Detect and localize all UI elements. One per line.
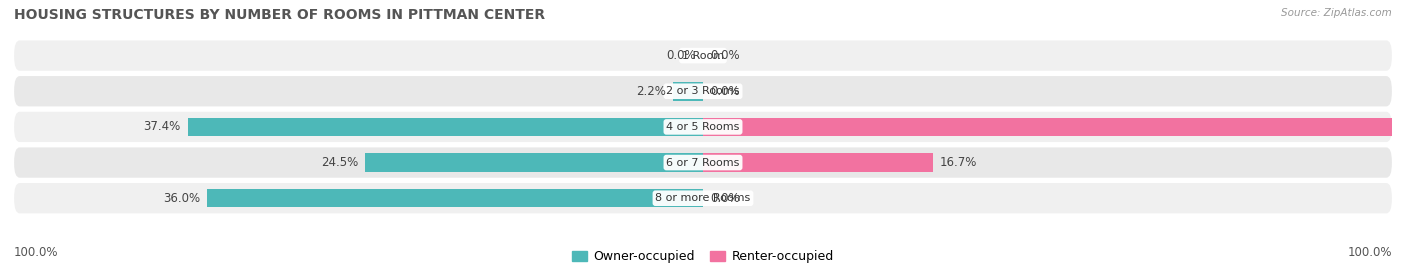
FancyBboxPatch shape — [14, 76, 1392, 106]
Text: 0.0%: 0.0% — [710, 192, 740, 205]
FancyBboxPatch shape — [14, 40, 1392, 71]
Bar — [672, 82, 703, 100]
Text: 6 or 7 Rooms: 6 or 7 Rooms — [666, 158, 740, 168]
Text: Source: ZipAtlas.com: Source: ZipAtlas.com — [1281, 8, 1392, 18]
Text: 1 Room: 1 Room — [682, 50, 724, 60]
FancyBboxPatch shape — [14, 112, 1392, 142]
Text: 2 or 3 Rooms: 2 or 3 Rooms — [666, 86, 740, 96]
Text: 100.0%: 100.0% — [1347, 246, 1392, 259]
Text: 36.0%: 36.0% — [163, 192, 200, 205]
Bar — [187, 118, 703, 136]
Bar — [207, 189, 703, 207]
Text: 2.2%: 2.2% — [636, 85, 666, 98]
Bar — [366, 153, 703, 172]
Text: 4 or 5 Rooms: 4 or 5 Rooms — [666, 122, 740, 132]
Text: 100.0%: 100.0% — [14, 246, 59, 259]
Text: 16.7%: 16.7% — [941, 156, 977, 169]
FancyBboxPatch shape — [14, 147, 1392, 178]
Legend: Owner-occupied, Renter-occupied: Owner-occupied, Renter-occupied — [568, 245, 838, 268]
Text: 0.0%: 0.0% — [710, 85, 740, 98]
FancyBboxPatch shape — [14, 183, 1392, 213]
Bar — [703, 153, 934, 172]
Text: 0.0%: 0.0% — [666, 49, 696, 62]
Bar — [703, 118, 1406, 136]
Text: 0.0%: 0.0% — [710, 49, 740, 62]
Text: 8 or more Rooms: 8 or more Rooms — [655, 193, 751, 203]
Text: 37.4%: 37.4% — [143, 120, 181, 133]
Text: 24.5%: 24.5% — [322, 156, 359, 169]
Text: HOUSING STRUCTURES BY NUMBER OF ROOMS IN PITTMAN CENTER: HOUSING STRUCTURES BY NUMBER OF ROOMS IN… — [14, 8, 546, 22]
